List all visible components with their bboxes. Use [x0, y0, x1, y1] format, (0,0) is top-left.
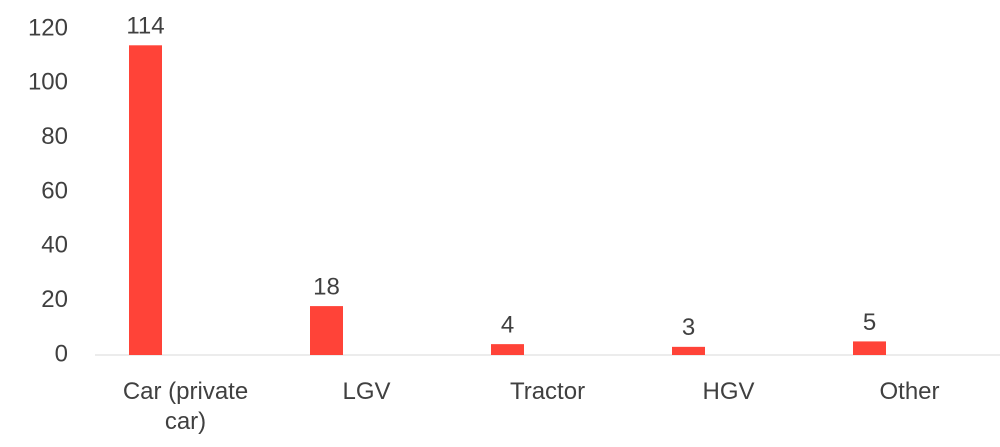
x-tick-label: LGV	[342, 378, 391, 405]
y-tick-label: 60	[41, 177, 68, 204]
y-tick-label: 100	[28, 69, 68, 96]
data-label: 4	[501, 311, 514, 338]
y-tick-label: 20	[41, 286, 68, 313]
x-tick-label: Car (private car)	[122, 378, 249, 435]
x-tick-label: HGV	[702, 378, 755, 405]
y-tick-label: 0	[55, 340, 68, 367]
bar	[491, 344, 524, 355]
y-tick-label: 120	[28, 14, 68, 41]
y-tick-label: 40	[41, 232, 68, 259]
y-tick-label: 80	[41, 123, 68, 150]
data-label: 18	[313, 273, 340, 300]
data-label: 114	[126, 13, 164, 40]
bar	[853, 341, 886, 355]
x-tick-label: Tractor	[509, 378, 586, 405]
bar	[129, 45, 162, 356]
data-label: 3	[682, 314, 695, 341]
x-tick-label: Other	[879, 378, 940, 405]
data-label: 5	[863, 309, 876, 336]
bar	[672, 346, 705, 355]
bar	[310, 306, 343, 355]
